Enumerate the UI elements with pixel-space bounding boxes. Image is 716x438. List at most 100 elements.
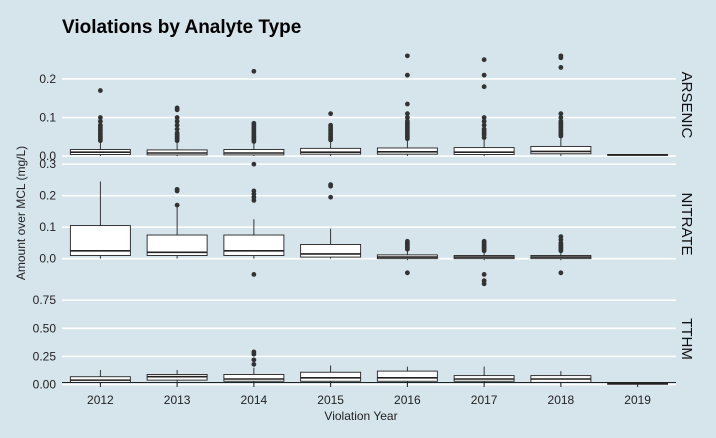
outlier-point [251, 188, 257, 194]
box-nitrate-2014 [223, 161, 285, 277]
outlier-point [558, 53, 564, 59]
outlier-point [174, 186, 180, 192]
box-tthm-2017 [453, 366, 515, 385]
outlier-point [558, 115, 564, 120]
outlier-point [558, 270, 564, 276]
outlier-point [174, 115, 180, 120]
outlier-point [251, 361, 257, 367]
box-tthm-2014 [223, 349, 285, 385]
outlier-point [328, 122, 334, 128]
facet-panel-nitrate: 0.0 0.1 0.2 0.3 NITRATE [39, 157, 695, 287]
outlier-point [404, 118, 410, 124]
outlier-point [481, 118, 487, 124]
box-iqr [300, 244, 362, 258]
x-tick-label: 2019 [624, 393, 651, 407]
outlier-point [97, 122, 103, 128]
y-tick-label: 0.50 [33, 321, 57, 335]
outlier-point [174, 130, 180, 136]
outlier-point [97, 118, 103, 124]
facet-panels: 0.00.10.2 ARSENIC0.00.10.20.3NITRATE0.000… [33, 53, 695, 392]
box-iqr [300, 371, 362, 382]
box-arsenic-2014 [223, 68, 285, 157]
outlier-point [328, 194, 334, 200]
x-tick-label: 2015 [317, 393, 344, 407]
outlier-point [97, 88, 103, 93]
outlier-point [558, 234, 564, 240]
x-tick-label: 2017 [471, 393, 498, 407]
box-iqr [376, 370, 438, 382]
outlier-point [251, 272, 257, 277]
outlier-point [481, 72, 487, 78]
facet-strip-label: TTHM [678, 318, 695, 360]
box-iqr [530, 145, 592, 155]
y-tick-label: 0.0 [39, 252, 56, 266]
outlier-point [328, 111, 334, 117]
y-tick-label: 0.1 [39, 111, 56, 125]
facet-strip-label: ARSENIC [678, 72, 695, 139]
outlier-point [174, 105, 180, 111]
outlier-point [404, 101, 410, 107]
outlier-point [404, 270, 410, 276]
x-axis: 2012 2013 2014 2015 2016 2017 2018 2019 [62, 382, 676, 407]
x-axis-title: Violation Year [324, 409, 397, 423]
box-iqr [300, 147, 362, 155]
outlier-point [404, 111, 410, 117]
box-tthm-2016 [376, 366, 438, 385]
facet-panel-tthm: 0.00 0.25 0.50 0.75 TTHM [33, 293, 695, 391]
y-tick-label: 0.25 [33, 349, 57, 363]
outlier-point [404, 53, 410, 59]
box-arsenic-2013 [146, 105, 208, 157]
box-nitrate-2012 [69, 181, 131, 259]
x-tick-label: 2016 [394, 393, 421, 407]
box-nitrate-2016 [376, 238, 438, 276]
box-nitrate-2017 [453, 238, 515, 287]
box-tthm-2015 [300, 365, 362, 385]
box-arsenic-2019 [607, 154, 669, 156]
x-tick-label: 2014 [241, 393, 268, 407]
outlier-point [558, 65, 564, 70]
box-arsenic-2015 [300, 111, 362, 157]
outlier-point [251, 120, 257, 126]
box-nitrate-2015 [300, 182, 362, 259]
y-tick-label: 0.0 [39, 149, 56, 163]
facet-panel-arsenic: 0.0 0.1 0.2 ARSENIC [39, 53, 695, 163]
y-axis-title: Amount over MCL (mg/L) [14, 146, 28, 280]
x-tick-label: 2018 [548, 393, 575, 407]
outlier-point [481, 126, 487, 132]
outlier-point [251, 161, 257, 167]
outlier-point [481, 281, 487, 287]
box-nitrate-2018 [530, 234, 592, 276]
outlier-point [174, 202, 180, 208]
box-iqr [223, 374, 285, 382]
outlier-point [481, 272, 487, 277]
box-iqr [453, 147, 515, 155]
box-nitrate-2013 [146, 186, 208, 259]
y-tick-label: 0.2 [39, 72, 56, 86]
y-tick-label: 0.00 [33, 378, 57, 392]
chart-title: Violations by Analyte Type [62, 17, 301, 38]
x-tick-label: 2013 [164, 393, 191, 407]
y-tick-label: 0.2 [39, 189, 56, 203]
outlier-point [558, 111, 564, 117]
y-tick-label: 0.3 [39, 157, 56, 171]
box-arsenic-2017 [453, 57, 515, 157]
outlier-point [404, 238, 410, 244]
outlier-point [481, 57, 487, 63]
box-arsenic-2018 [530, 53, 592, 157]
outlier-point [481, 238, 487, 244]
outlier-point [404, 115, 410, 120]
outlier-point [174, 126, 180, 132]
box-arsenic-2012 [69, 88, 131, 157]
outlier-point [174, 122, 180, 128]
outlier-point [404, 72, 410, 78]
outlier-point [481, 115, 487, 120]
outlier-point [251, 357, 257, 363]
outlier-point [328, 182, 334, 188]
box-iqr [146, 234, 208, 256]
y-tick-label: 0.1 [39, 220, 56, 234]
outlier-point [481, 122, 487, 128]
box-arsenic-2016 [376, 53, 438, 157]
box-iqr [223, 234, 285, 256]
outlier-point [97, 115, 103, 120]
